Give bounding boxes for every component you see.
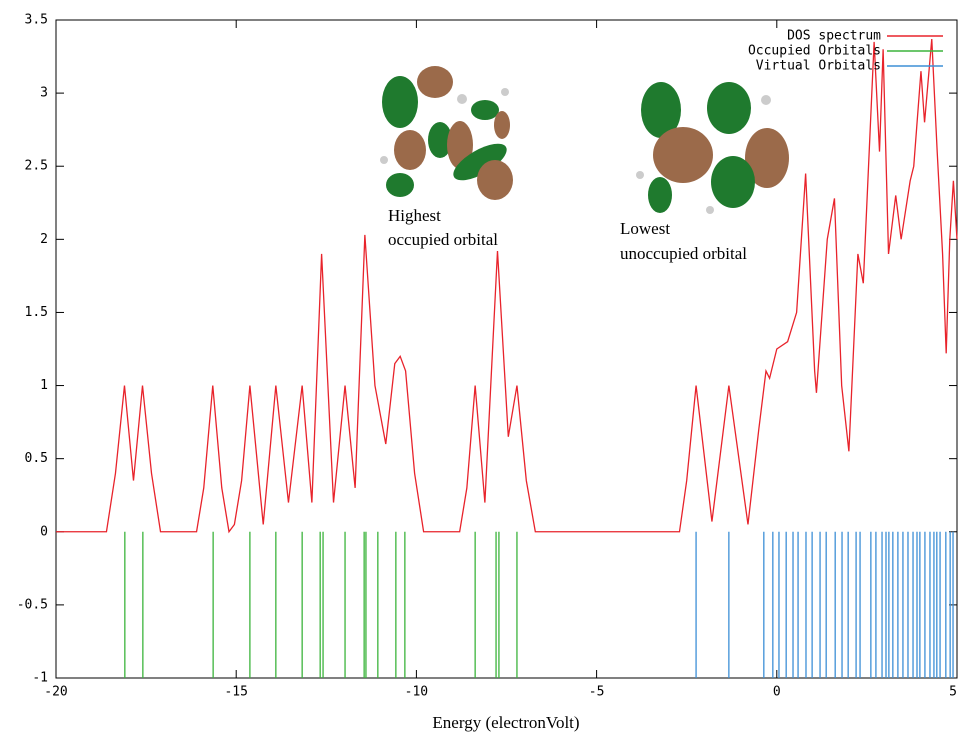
- x-tick-label: 0: [773, 685, 781, 700]
- y-tick-label: 0: [40, 524, 48, 539]
- dos-line: [56, 38, 958, 534]
- annotation: unoccupied orbital: [620, 244, 747, 263]
- y-tick-label: 1.5: [25, 305, 48, 320]
- plot-frame: [55, 19, 958, 679]
- legend-label: DOS spectrum: [787, 29, 881, 44]
- y-tick-label: 2: [40, 232, 48, 247]
- y-tick-label: 3.5: [25, 13, 48, 28]
- annotation: Highest: [388, 206, 441, 225]
- homo-orbital-image: [380, 66, 513, 200]
- x-tick-label: -20: [44, 685, 67, 700]
- y-tick-label: 2.5: [25, 159, 48, 174]
- legend-label: Occupied Orbitals: [748, 44, 881, 59]
- y-tick-label: -0.5: [17, 597, 48, 612]
- y-tick-label: 0.5: [25, 451, 48, 466]
- y-tick-label: -1: [32, 671, 48, 686]
- y-tick-label: 3: [40, 86, 48, 101]
- annotation: Lowest: [620, 219, 670, 238]
- y-tick-label: 1: [40, 378, 48, 393]
- x-tick-label: -15: [224, 685, 247, 700]
- x-tick-label: -5: [589, 685, 605, 700]
- legend-label: Virtual Orbitals: [756, 59, 881, 74]
- x-tick-label: -10: [405, 685, 428, 700]
- annotation: occupied orbital: [388, 230, 498, 249]
- x-axis-label: Energy (electronVolt): [432, 713, 579, 732]
- lumo-orbital-image: [636, 82, 789, 214]
- x-tick-label: 5: [949, 685, 957, 700]
